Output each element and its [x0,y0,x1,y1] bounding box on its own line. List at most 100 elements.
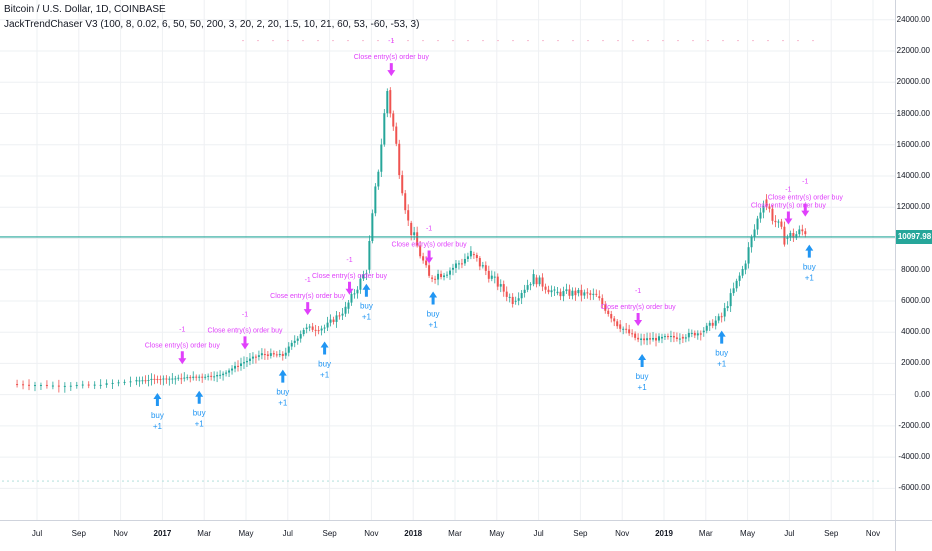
symbol-legend[interactable]: Bitcoin / U.S. Dollar, 1D, COINBASE [4,4,166,15]
time-tick-label: Mar [197,529,212,538]
candle-body [332,319,335,322]
indicator-dot [422,480,424,482]
time-tick-label: Jul [533,529,544,538]
candle-body [708,322,711,326]
candle-body [643,338,646,341]
close-arrow-icon[interactable] [303,302,312,316]
buy-label: buy [276,388,289,397]
candle-body [192,376,195,378]
indicator-dot [172,480,174,482]
price-tick-label: 24000.00 [896,14,930,24]
candle-body [248,358,251,361]
candle-body [658,336,660,341]
indicator-dot [237,480,239,482]
close-arrow-icon[interactable] [178,351,187,365]
close-label: Close entry(s) order buy [207,327,283,334]
candle-body [171,378,174,380]
indicator-dot [667,480,669,482]
close-arrow-icon[interactable] [634,313,643,326]
close-arrow-icon[interactable] [241,336,249,350]
indicator-dot [482,480,484,482]
close-arrow-icon[interactable] [425,250,434,264]
indicator-dot [32,480,34,482]
candle-body [714,320,717,326]
indicator-dot [537,480,539,482]
indicator-dot [127,480,129,482]
indicator-dot [272,40,274,42]
buy-label: buy [360,302,373,311]
candle-body [269,353,272,356]
indicator-dot [687,480,689,482]
indicator-dot [567,480,569,482]
buy-arrow-icon[interactable] [362,283,371,297]
candle-body [798,229,801,235]
candle-body [756,218,759,230]
close-qty: -1 [346,257,352,264]
candle-body [666,336,669,338]
candle-body [222,373,225,376]
indicator-dot [797,40,799,42]
buy-arrow-icon[interactable] [638,354,647,367]
candle-body [186,377,189,379]
buy-arrow-icon[interactable] [805,244,814,258]
indicator-dot [437,480,439,482]
candle-body [747,247,750,264]
close-arrow-icon[interactable] [784,211,793,225]
candle-body [335,315,338,322]
candle-body [150,378,153,381]
candle-body [604,304,607,311]
close-arrow-icon[interactable] [345,281,354,295]
indicator-dot [467,480,469,482]
time-axis[interactable]: Jul Sep Nov 2017 Mar May Jul Sep Nov 2018 Mar May Ju… [0,520,895,551]
indicator-dot [557,480,559,482]
indicator-dot [107,480,109,482]
indicator-dot [22,480,24,482]
indicator-dot [507,480,509,482]
buy-arrow-icon[interactable] [429,291,438,305]
close-label: Close entry(s) order buy [751,202,827,209]
candle-body [311,326,314,330]
indicator-dot [332,480,334,482]
buy-arrow-icon[interactable] [195,390,204,404]
candle-body [398,143,401,176]
buy-label: buy [318,360,331,369]
candle-body [416,232,419,246]
candle-body [63,385,66,387]
candle-body [541,277,544,287]
indicator-dot [727,480,729,482]
indicator-dot [487,480,489,482]
indicator-dot [2,480,4,482]
candle-body [449,270,451,275]
indicator-legend[interactable]: JackTrendChaser V3 (100, 8, 0.02, 6, 50,… [4,19,420,30]
indicator-dot [287,480,289,482]
candle-body [502,284,505,292]
time-tick-label: May [740,529,756,538]
chart-pane[interactable]: buy +1 Close entry(s) order buy -1 buy +1 Clos… [0,0,895,520]
close-arrow-icon[interactable] [387,63,396,77]
candle-body [568,289,571,296]
indicator-dot [347,480,349,482]
candle-body [242,362,245,364]
candle-body [314,329,317,331]
close-arrow-icon[interactable] [801,203,810,217]
indicator-dot [772,480,774,482]
candle-body [347,302,350,309]
buy-arrow-icon[interactable] [278,369,287,383]
indicator-dot [467,40,469,42]
candle-body [225,372,228,374]
buy-arrow-icon[interactable] [320,341,329,355]
buy-arrow-icon[interactable] [717,330,726,344]
time-tick-label: Nov [364,529,379,538]
candle-body [601,298,604,305]
candle-body [672,335,675,338]
candle-body [738,275,741,281]
candle-body [234,365,237,369]
buy-arrow-icon[interactable] [153,393,162,407]
price-axis[interactable]: 24000.00 22000.00 20000.00 18000.00 16000.00… [895,0,932,520]
candle-body [589,293,592,295]
candle-body [598,296,601,299]
indicator-dot [572,40,574,42]
indicator-dot [337,480,339,482]
time-tick-label: Nov [113,529,128,538]
